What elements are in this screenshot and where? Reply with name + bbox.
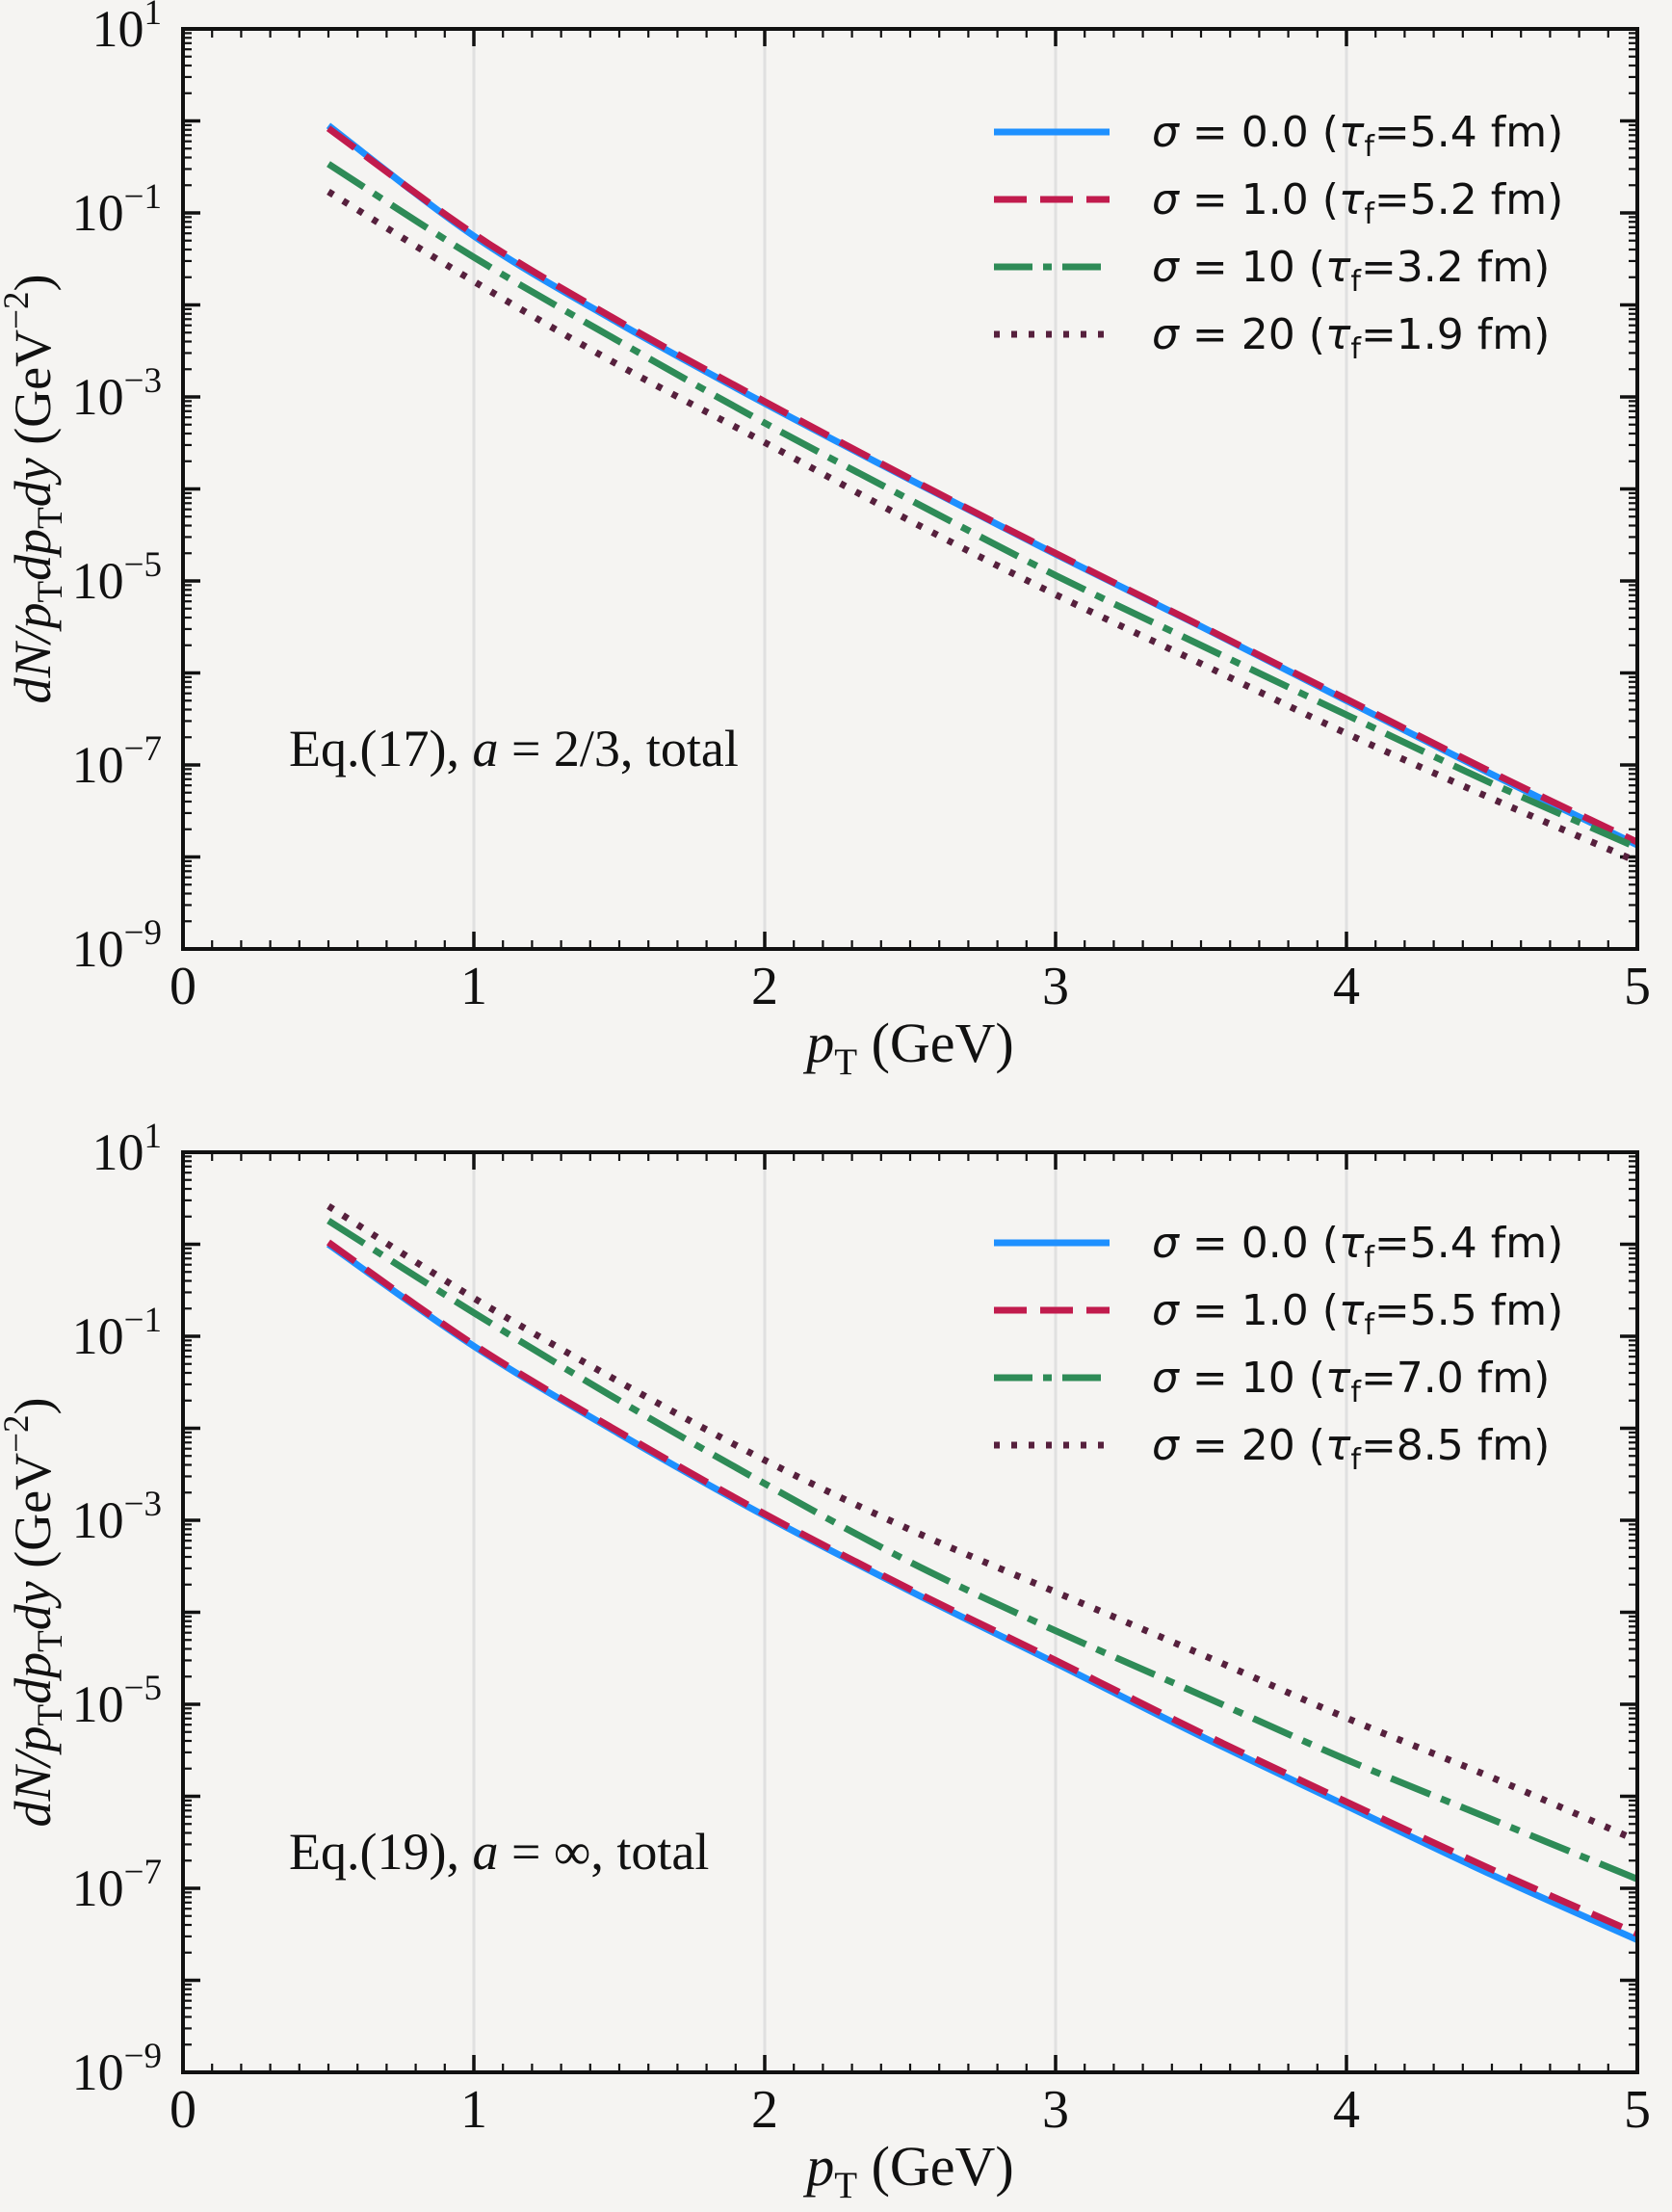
curves [326, 122, 1637, 865]
legend: σ = 0.0 (τf=5.4 fm) σ = 1.0 (τf=5.2 fm) σ … [994, 108, 1563, 366]
legend-entry-0: σ = 0.0 (τf=5.4 fm) [994, 1219, 1563, 1275]
x-tick-label: 4 [1333, 957, 1360, 1016]
y-axis-label: dN/pTdpTdy (GeV−2) [0, 274, 70, 703]
x-axis-label: pT (GeV) [802, 1012, 1013, 1083]
legend-entry-1: σ = 1.0 (τf=5.2 fm) [994, 175, 1563, 231]
y-tick-label: 10−7 [72, 729, 162, 794]
plot-frame [181, 27, 1639, 951]
curve-sigma-20 [327, 189, 1637, 865]
y-tick-label: 10−1 [72, 177, 162, 242]
x-tick-label: 0 [170, 2080, 196, 2140]
legend-label: σ = 0.0 (τf=5.4 fm) [1152, 1219, 1563, 1275]
legend-label: σ = 20 (τf=1.9 fm) [1152, 310, 1550, 366]
annotation: Eq.(17), a = 2/3, total [289, 720, 739, 777]
top-chart: 0 1 2 3 4 5 101 10−1 10−3 10−5 10−7 10−9 pT (GeV) dN/… [0, 0, 1651, 1083]
y-tick-label: 101 [92, 0, 163, 58]
annotation: Eq.(19), a = ∞, total [289, 1823, 709, 1881]
x-tick-label: 1 [460, 957, 487, 1016]
legend-label: σ = 1.0 (τf=5.2 fm) [1152, 175, 1563, 231]
gridlines [472, 1152, 1348, 2072]
y-tick-label: 10−9 [72, 913, 162, 978]
legend-label: σ = 10 (τf=7.0 fm) [1152, 1354, 1550, 1409]
y-tick-label: 10−5 [72, 545, 162, 610]
x-tick-label: 3 [1042, 2080, 1069, 2140]
curve-sigma-10 [327, 161, 1637, 852]
x-tick-label: 2 [751, 2080, 778, 2140]
legend: σ = 0.0 (τf=5.4 fm) σ = 1.0 (τf=5.5 fm) σ … [994, 1219, 1563, 1477]
legend-label: σ = 20 (τf=8.5 fm) [1152, 1421, 1550, 1477]
legend-entry-2: σ = 10 (τf=3.2 fm) [994, 243, 1550, 299]
x-tick-label: 4 [1333, 2080, 1360, 2140]
y-tick-label: 10−5 [72, 1669, 162, 1733]
legend-label: σ = 0.0 (τf=5.4 fm) [1152, 108, 1563, 164]
curve-sigma-10 [327, 1218, 1637, 1883]
legend-label: σ = 1.0 (τf=5.5 fm) [1152, 1286, 1563, 1342]
bottom-chart: 0 1 2 3 4 5 101 10−1 10−3 10−5 10−7 10−9 pT (GeV) dN/… [0, 1117, 1651, 2206]
curve-sigma-1.0 [326, 1239, 1637, 1937]
curve-sigma-1.0 [326, 125, 1637, 846]
curves [326, 1202, 1637, 1943]
axis-ticks [181, 27, 1639, 951]
x-tick-label: 5 [1624, 2080, 1651, 2140]
y-tick-label: 10−1 [72, 1301, 162, 1365]
y-tick-label: 10−7 [72, 1853, 162, 1917]
legend-entry-0: σ = 0.0 (τf=5.4 fm) [994, 108, 1563, 164]
legend-entry-2: σ = 10 (τf=7.0 fm) [994, 1354, 1550, 1409]
x-tick-label: 2 [751, 957, 778, 1016]
legend-entry-3: σ = 20 (τf=1.9 fm) [994, 310, 1550, 366]
curve-sigma-20 [327, 1202, 1637, 1844]
x-axis-label: pT (GeV) [802, 2135, 1013, 2206]
y-tick-label: 10−9 [72, 2037, 162, 2101]
plot-frame [181, 1150, 1639, 2074]
x-tick-label: 3 [1042, 957, 1069, 1016]
x-tick-label: 1 [460, 2080, 487, 2140]
legend-entry-3: σ = 20 (τf=8.5 fm) [994, 1421, 1550, 1477]
legend-label: σ = 10 (τf=3.2 fm) [1152, 243, 1550, 299]
legend-entry-1: σ = 1.0 (τf=5.5 fm) [994, 1286, 1563, 1342]
x-tick-label: 0 [170, 957, 196, 1016]
gridlines [472, 29, 1348, 949]
y-tick-label: 10−3 [72, 1485, 162, 1549]
x-tick-label: 5 [1624, 957, 1651, 1016]
y-axis-label: dN/pTdpTdy (GeV−2) [0, 1397, 70, 1827]
y-tick-label: 101 [92, 1117, 163, 1181]
y-tick-label: 10−3 [72, 361, 162, 426]
